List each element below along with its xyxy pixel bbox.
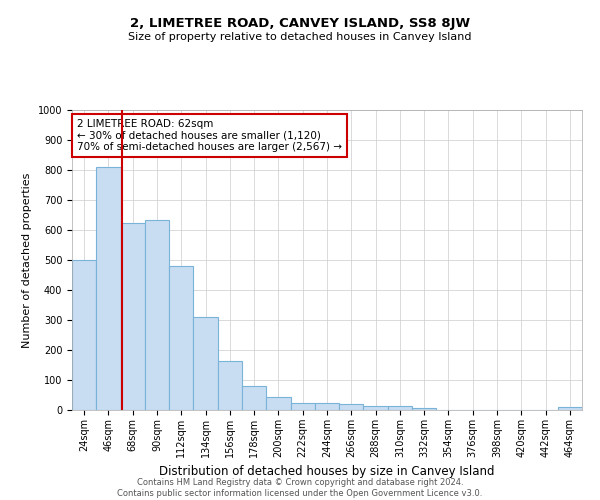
Bar <box>72 260 96 410</box>
Y-axis label: Number of detached properties: Number of detached properties <box>22 172 32 348</box>
Text: 2, LIMETREE ROAD, CANVEY ISLAND, SS8 8JW: 2, LIMETREE ROAD, CANVEY ISLAND, SS8 8JW <box>130 18 470 30</box>
Bar <box>242 386 266 410</box>
Bar <box>339 404 364 410</box>
Bar <box>169 266 193 410</box>
Bar <box>266 396 290 410</box>
Bar <box>193 317 218 410</box>
Bar <box>315 404 339 410</box>
Bar <box>364 406 388 410</box>
Bar <box>388 406 412 410</box>
Text: Contains HM Land Registry data © Crown copyright and database right 2024.
Contai: Contains HM Land Registry data © Crown c… <box>118 478 482 498</box>
Bar <box>121 222 145 410</box>
Bar <box>290 403 315 410</box>
Bar <box>218 361 242 410</box>
Text: 2 LIMETREE ROAD: 62sqm
← 30% of detached houses are smaller (1,120)
70% of semi-: 2 LIMETREE ROAD: 62sqm ← 30% of detached… <box>77 119 342 152</box>
Bar <box>96 167 121 410</box>
Bar <box>412 408 436 410</box>
Text: Size of property relative to detached houses in Canvey Island: Size of property relative to detached ho… <box>128 32 472 42</box>
X-axis label: Distribution of detached houses by size in Canvey Island: Distribution of detached houses by size … <box>159 466 495 478</box>
Bar <box>558 407 582 410</box>
Bar <box>145 220 169 410</box>
